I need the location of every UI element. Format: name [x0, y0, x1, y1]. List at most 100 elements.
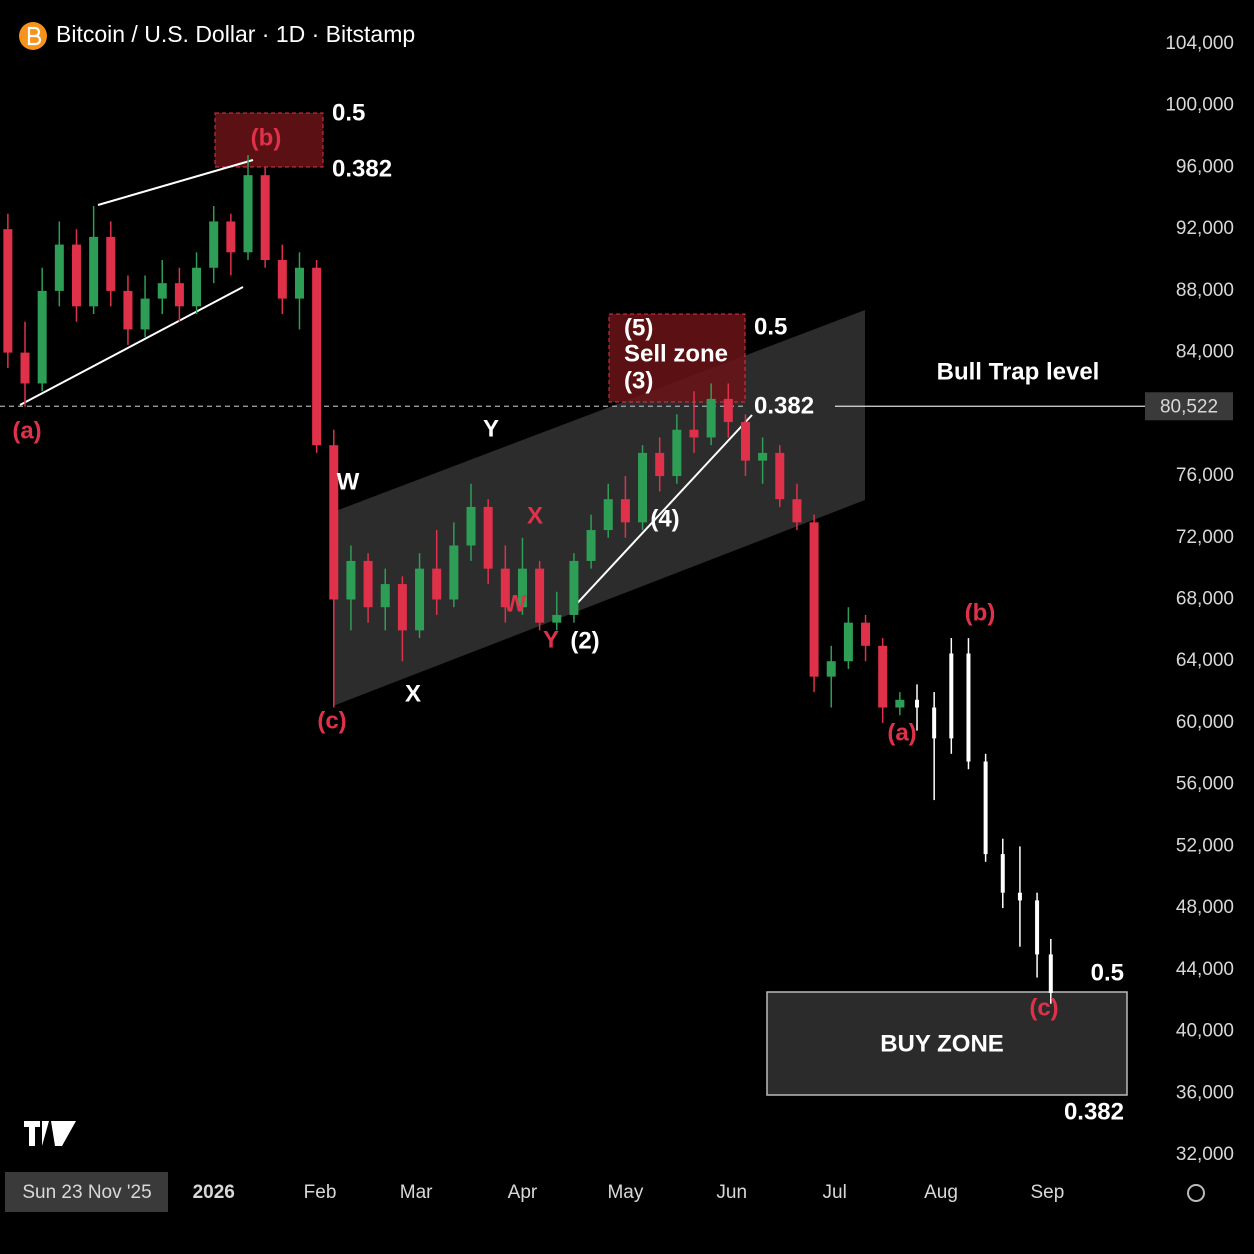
candle-body	[106, 236, 116, 291]
candle-body	[140, 298, 150, 330]
trend-line	[570, 414, 753, 611]
candle-body	[932, 707, 937, 739]
candle-body	[3, 229, 13, 353]
candle-body	[312, 267, 322, 446]
candle-body	[655, 452, 665, 477]
y-tick-label: 72,000	[1176, 527, 1234, 548]
bitcoin-glyph	[27, 26, 42, 46]
x-tick-label: Mar	[400, 1182, 433, 1203]
candle-body	[71, 244, 81, 307]
annotation: W	[504, 590, 527, 617]
candle-body	[569, 560, 579, 615]
y-tick-label: 36,000	[1176, 1082, 1234, 1103]
candle-body	[620, 499, 630, 523]
x-tick-label: Aug	[924, 1182, 958, 1203]
candle-body	[174, 283, 184, 307]
y-tick-label: 32,000	[1176, 1144, 1234, 1165]
candle-body	[226, 221, 236, 253]
tradingview-logo	[24, 1121, 76, 1146]
candle-body	[723, 398, 733, 423]
y-tick-label: 76,000	[1176, 465, 1234, 486]
x-tick-label: May	[607, 1182, 643, 1203]
annotation: Sell zone	[624, 340, 728, 367]
y-tick-label: 84,000	[1176, 342, 1234, 363]
y-tick-label: 104,000	[1165, 33, 1234, 54]
candle-body	[380, 584, 390, 608]
annotation: 0.5	[754, 313, 787, 340]
annotation: W	[337, 468, 360, 495]
candle-body	[157, 283, 167, 299]
y-tick-label: 88,000	[1176, 280, 1234, 301]
candle-body	[466, 506, 476, 546]
x-cursor-box	[5, 1172, 168, 1212]
y-tick-label: 100,000	[1165, 95, 1234, 116]
annotation: (a)	[12, 417, 41, 444]
wedge-line	[19, 286, 244, 406]
annotation: (b)	[251, 124, 282, 151]
candle-body	[37, 290, 47, 384]
candle-body	[20, 352, 30, 384]
candle-body	[54, 244, 64, 291]
y-tick-label: 44,000	[1176, 959, 1234, 980]
candle-body	[758, 452, 768, 461]
candle-body	[294, 267, 304, 299]
x-tick-label: Feb	[304, 1182, 337, 1203]
candle-body	[843, 622, 853, 662]
candle-body	[740, 422, 750, 461]
candle-body	[432, 568, 442, 600]
annotation: Y	[543, 626, 559, 653]
annotation: (a)	[887, 719, 916, 746]
y-tick-label: 56,000	[1176, 774, 1234, 795]
annotation: 0.382	[332, 155, 392, 182]
candle-body	[826, 661, 836, 677]
candle-body	[586, 530, 596, 561]
candle-body	[861, 622, 871, 646]
annotation: (c)	[1029, 994, 1058, 1021]
y-tick-label: 68,000	[1176, 589, 1234, 610]
candle-body	[346, 560, 356, 600]
candle-body	[949, 653, 954, 739]
candle-body	[517, 568, 527, 608]
candle-body	[449, 545, 459, 600]
annotation: (2)	[570, 627, 599, 654]
candle-body	[1017, 892, 1022, 901]
x-tick-label: Apr	[508, 1182, 538, 1203]
candle-body	[123, 290, 133, 330]
x-tick-label: Jun	[716, 1182, 747, 1203]
candle-body	[552, 614, 562, 623]
logo	[19, 22, 1205, 1202]
candle-body	[277, 260, 287, 299]
candle-body	[329, 445, 339, 600]
series	[3, 155, 905, 723]
candle-body	[895, 699, 905, 708]
candle-body	[1035, 900, 1040, 955]
x-tick-label: Jul	[823, 1182, 847, 1203]
y-tick-label: 96,000	[1176, 156, 1234, 177]
settings-icon[interactable]	[1187, 1184, 1205, 1202]
candle-body	[966, 653, 971, 762]
y-tick-label: 40,000	[1176, 1021, 1234, 1042]
annotation: (4)	[650, 505, 679, 532]
candle-body	[397, 584, 407, 631]
candle-body	[363, 560, 373, 608]
candle-body	[638, 452, 648, 523]
annotation: (b)	[965, 599, 996, 626]
candle-body	[483, 506, 493, 569]
price-label-box	[1145, 392, 1233, 421]
x-tick-label: 2026	[193, 1182, 235, 1203]
chart-title: Bitcoin / U.S. Dollar · 1D · Bitstamp	[56, 21, 415, 47]
candle-body	[603, 499, 613, 531]
annotation: X	[527, 502, 543, 529]
x-tick-label: Sep	[1030, 1182, 1064, 1203]
y-tick-label: 48,000	[1176, 897, 1234, 918]
annotation: 0.5	[1091, 959, 1124, 986]
candle-body	[983, 761, 988, 855]
candle-body	[1048, 954, 1053, 993]
annotation: 0.382	[754, 392, 814, 419]
y-tick-label: 60,000	[1176, 712, 1234, 733]
candle-body	[689, 429, 699, 438]
candle-body	[1000, 854, 1005, 893]
buy-zone	[766, 991, 1128, 1096]
annotation: Y	[483, 415, 499, 442]
